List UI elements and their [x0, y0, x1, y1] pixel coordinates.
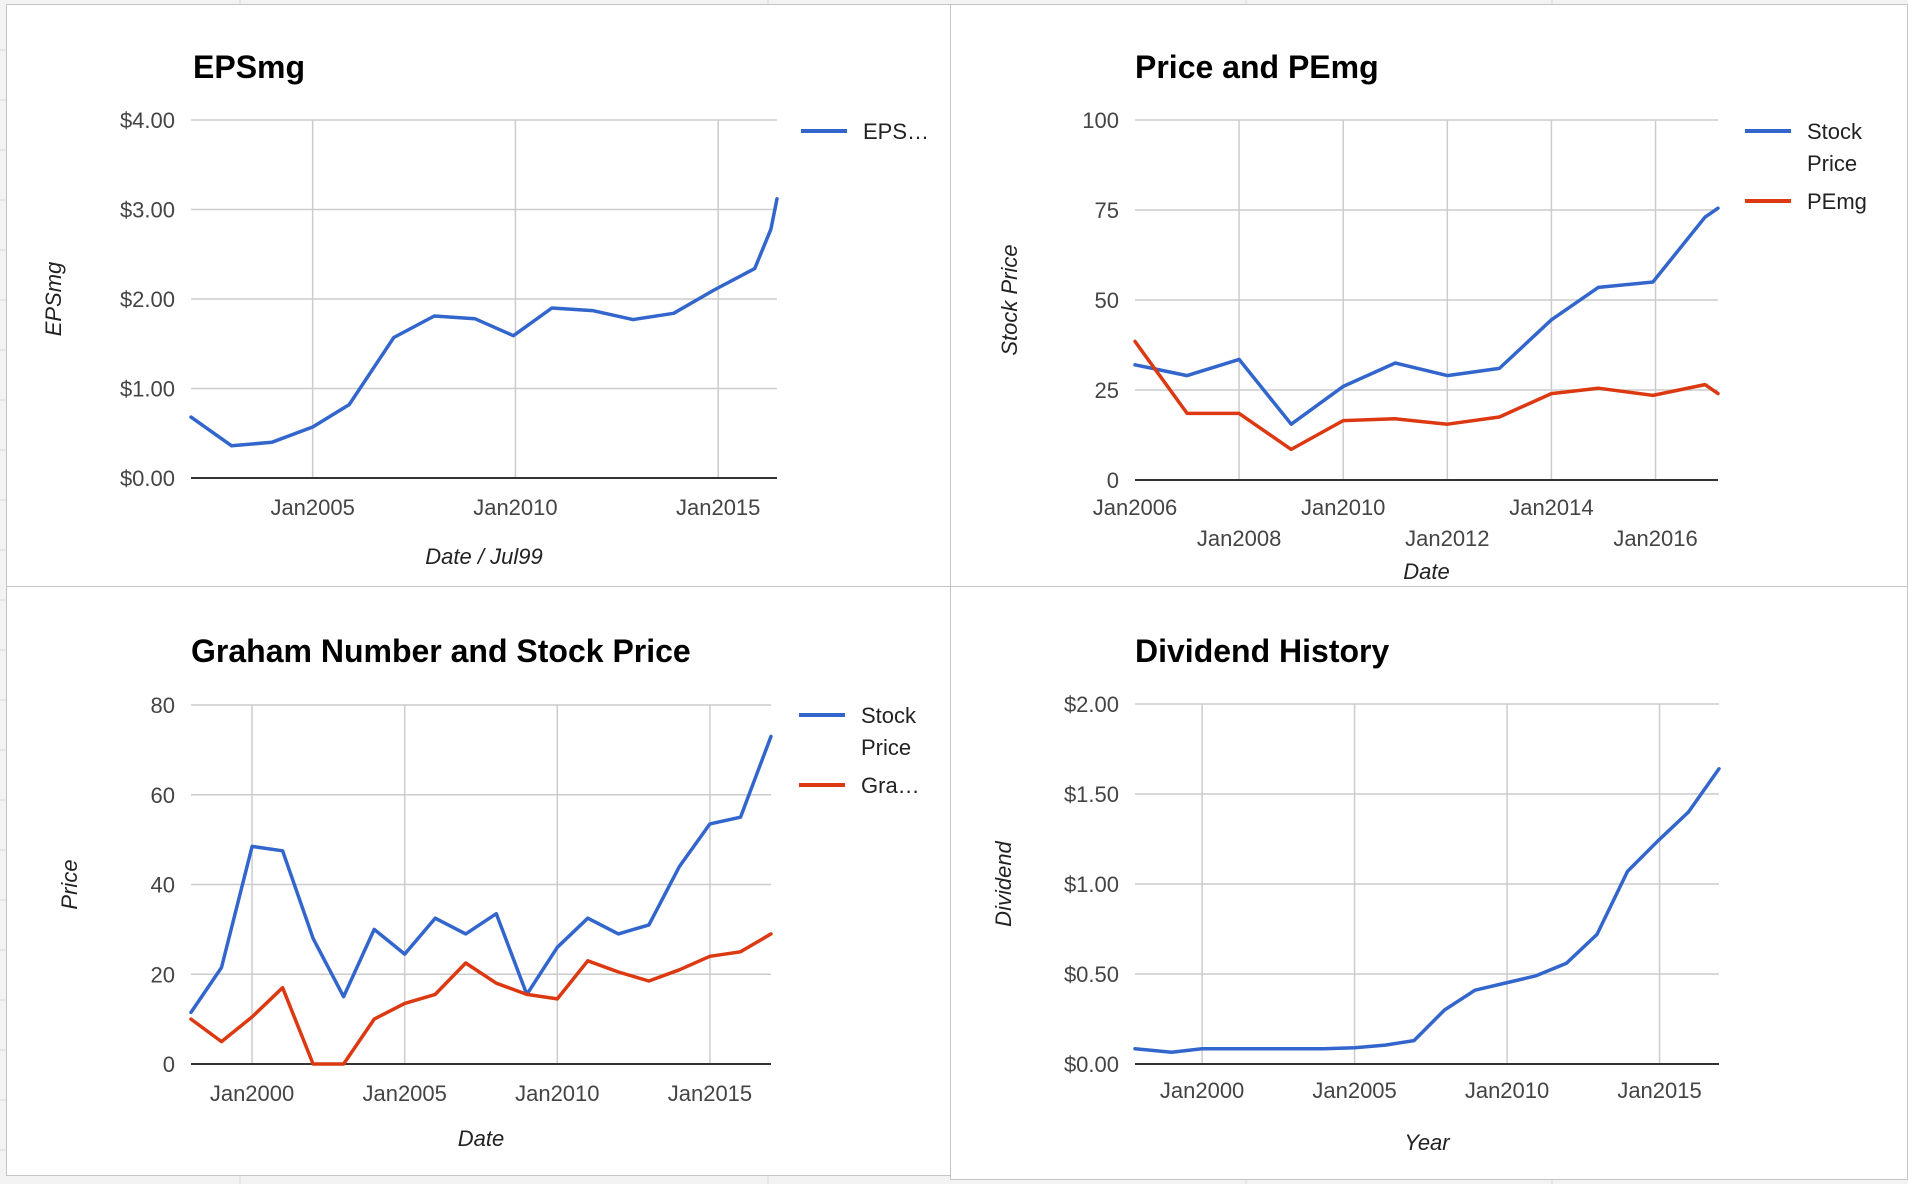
legend-label: Stock Price	[861, 703, 917, 760]
y-tick-label: $2.00	[120, 287, 175, 312]
x-tick-label: Jan2015	[676, 495, 760, 520]
y-axis-title: Price	[57, 859, 82, 909]
x-tick-label: Jan2006	[1093, 495, 1177, 520]
x-tick-label: Jan2010	[1465, 1078, 1549, 1103]
chart-panel-epsmg[interactable]: EPSmg $0.00 $1.00 $2.00 $3.00 $4.00 Jan2005 Jan…	[6, 4, 952, 588]
x-tick-label: Jan2008	[1197, 526, 1281, 551]
x-tick-label: Jan2000	[1160, 1078, 1244, 1103]
y-tick-label: $3.00	[120, 198, 175, 223]
x-axis-title: Date	[458, 1126, 504, 1151]
x-tick-label: Jan2005	[1312, 1078, 1396, 1103]
y-tick-label: 100	[1082, 108, 1119, 133]
y-tick-label: $1.00	[1064, 872, 1119, 897]
y-tick-label: $2.00	[1064, 692, 1119, 717]
series-line-pemg	[1133, 339, 1720, 452]
series-line-stock-price	[1133, 206, 1720, 426]
y-tick-label: $0.50	[1064, 962, 1119, 987]
x-axis-title: Date / Jul99	[425, 544, 542, 569]
legend-label: PEmg	[1807, 189, 1867, 214]
x-tick-label: Jan2010	[515, 1081, 599, 1106]
price-and-pemg-chart: Price and PEmg 0 25 50 75 100 Jan2006 Jan2008 Ja…	[997, 49, 1867, 584]
epsmg-chart: EPSmg $0.00 $1.00 $2.00 $3.00 $4.00 Jan2005 Jan…	[41, 49, 929, 569]
x-tick-label: Jan2010	[473, 495, 557, 520]
y-axis-title: Stock Price	[997, 244, 1022, 355]
series-line-gra	[189, 932, 773, 1066]
y-tick-label: 0	[163, 1052, 175, 1077]
y-tick-label: 20	[151, 962, 175, 987]
x-tick-label: Jan2016	[1613, 526, 1697, 551]
chart-title: Dividend History	[1135, 633, 1389, 669]
y-tick-label: 25	[1095, 378, 1119, 403]
x-tick-label: Jan2015	[1617, 1078, 1701, 1103]
x-tick-label: Jan2015	[668, 1081, 752, 1106]
legend-label: Stock Price	[1807, 119, 1863, 176]
chart-panel-price-and-pemg[interactable]: Price and PEmg 0 25 50 75 100 Jan2006 Jan2008 Ja…	[950, 4, 1908, 588]
x-tick-label: Jan2005	[362, 1081, 446, 1106]
series-line-eps	[189, 197, 779, 448]
chart-panel-dividend-history[interactable]: Dividend History $0.00 $0.50 $1.00 $1.50 $2.0…	[950, 586, 1908, 1180]
x-tick-label: Jan2012	[1405, 526, 1489, 551]
chart-title: Graham Number and Stock Price	[191, 633, 691, 669]
y-tick-label: 0	[1107, 468, 1119, 493]
chart-title: Price and PEmg	[1135, 49, 1379, 85]
x-tick-label: Jan2010	[1301, 495, 1385, 520]
chart-title: EPSmg	[193, 49, 305, 85]
y-tick-label: $0.00	[120, 466, 175, 491]
y-axis-title: EPSmg	[41, 261, 66, 336]
y-axis-title: Dividend	[991, 840, 1016, 926]
x-axis-title: Date	[1403, 559, 1449, 584]
chart-panel-graham-number[interactable]: Graham Number and Stock Price 0 20 40 60 80 Ja…	[6, 586, 952, 1176]
y-tick-label: $0.00	[1064, 1052, 1119, 1077]
x-tick-label: Jan2014	[1509, 495, 1593, 520]
legend-label: EPS…	[863, 119, 929, 144]
y-tick-label: $4.00	[120, 108, 175, 133]
y-tick-label: $1.00	[120, 377, 175, 402]
x-tick-label: Jan2000	[210, 1081, 294, 1106]
y-tick-label: 80	[151, 693, 175, 718]
y-tick-label: 40	[151, 873, 175, 898]
y-tick-label: $1.50	[1064, 782, 1119, 807]
x-axis-title: Year	[1404, 1130, 1451, 1155]
y-tick-label: 60	[151, 783, 175, 808]
y-tick-label: 75	[1095, 198, 1119, 223]
x-tick-label: Jan2005	[270, 495, 354, 520]
series-line-dividend	[1133, 767, 1721, 1055]
series-line-stock-price	[189, 734, 773, 1015]
dividend-history-chart: Dividend History $0.00 $0.50 $1.00 $1.50 $2.0…	[991, 633, 1721, 1155]
legend-label: Gra…	[861, 773, 920, 798]
graham-number-chart: Graham Number and Stock Price 0 20 40 60 80 Ja…	[57, 633, 920, 1151]
y-tick-label: 50	[1095, 288, 1119, 313]
